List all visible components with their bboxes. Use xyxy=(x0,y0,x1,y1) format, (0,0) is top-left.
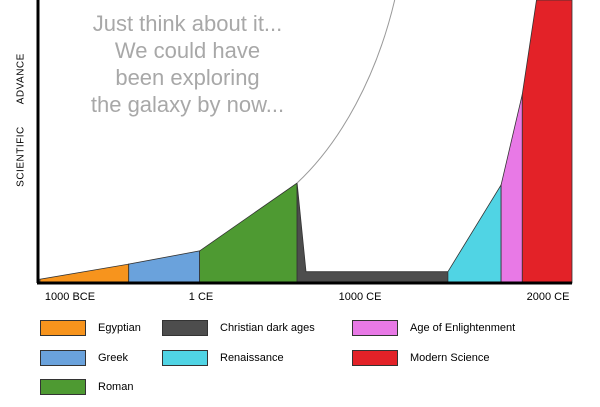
annotation-line: We could have xyxy=(114,38,261,63)
axes xyxy=(36,0,572,285)
x-tick-label: 1000 CE xyxy=(338,291,382,303)
area-renaissance xyxy=(447,183,502,284)
legend-label: Greek xyxy=(98,352,128,364)
area-christian-dark-ages xyxy=(296,182,449,284)
area-series-layer xyxy=(39,0,573,284)
legend-label: Modern Science xyxy=(410,352,490,364)
legend-swatch xyxy=(40,379,86,395)
legend-label: Egyptian xyxy=(98,322,141,334)
legend-item: Christian dark ages xyxy=(162,320,315,336)
annotation-line: the galaxy by now... xyxy=(90,92,285,117)
x-tick-label: 2000 CE xyxy=(526,291,570,303)
hypothetical-curve-line xyxy=(296,0,396,184)
y-axis-label: SCIENTIFIC ADVANCE xyxy=(16,53,27,187)
y-axis-label-part: SCIENTIFIC xyxy=(15,126,27,187)
x-tick-label: 1000 BCE xyxy=(44,291,96,303)
legend-swatch xyxy=(352,350,398,366)
legend-swatch xyxy=(162,320,208,336)
annotation-line: been exploring xyxy=(115,65,260,90)
legend-swatch xyxy=(40,350,86,366)
legend-label: Renaissance xyxy=(220,352,284,364)
legend-label: Christian dark ages xyxy=(220,322,315,334)
area-age-of-enlightenment xyxy=(500,94,523,284)
x-tick-label: 1 CE xyxy=(188,291,214,303)
legend-item: Greek xyxy=(40,350,128,366)
legend-item: Egyptian xyxy=(40,320,141,336)
legend-label: Age of Enlightenment xyxy=(410,322,516,334)
legend-swatch xyxy=(40,320,86,336)
area-modern-science xyxy=(521,0,573,284)
legend-label: Roman xyxy=(98,381,134,393)
y-axis-label-part: ADVANCE xyxy=(15,53,27,105)
legend-item: Roman xyxy=(40,379,133,395)
annotation-text: Just think about it... We could have bee… xyxy=(60,10,315,118)
area-roman xyxy=(199,182,298,284)
hypothetical-curve-layer xyxy=(296,0,396,184)
area-greek xyxy=(128,250,200,284)
legend-swatch xyxy=(352,320,398,336)
legend-item: Age of Enlightenment xyxy=(352,320,515,336)
annotation-line: Just think about it... xyxy=(92,11,283,36)
legend-item: Renaissance xyxy=(162,350,284,366)
legend-item: Modern Science xyxy=(352,350,490,366)
area-egyptian xyxy=(39,263,130,284)
legend-swatch xyxy=(162,350,208,366)
